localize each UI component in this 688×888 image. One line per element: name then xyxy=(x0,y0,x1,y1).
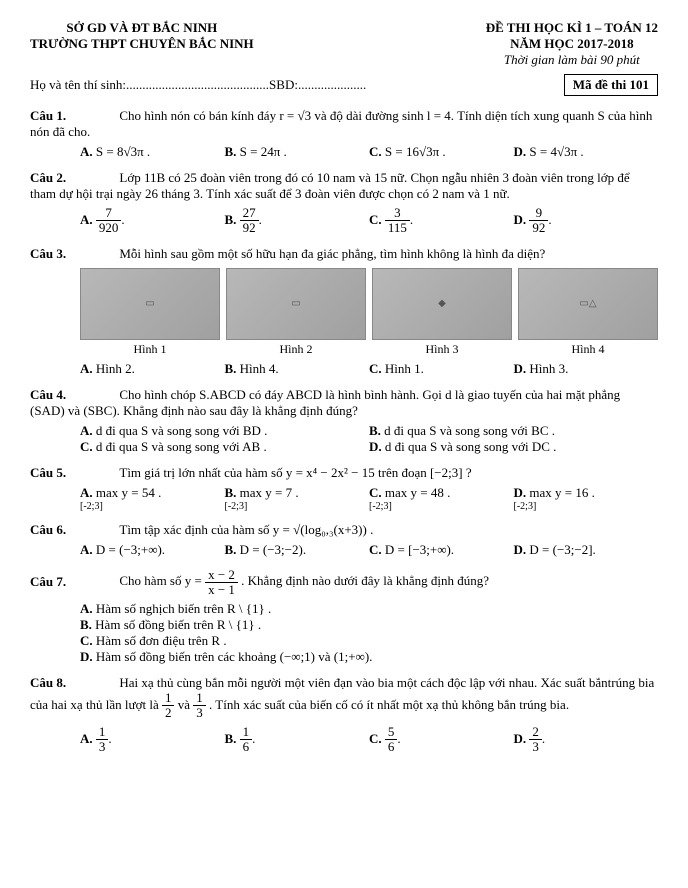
q5-text: Tìm giá trị lớn nhất của hàm số y = x⁴ −… xyxy=(119,465,471,480)
q8-label: Câu 8. xyxy=(30,675,66,690)
q3-label: Câu 3. xyxy=(30,246,66,261)
info-row: Họ và tên thí sinh:.....................… xyxy=(30,74,658,96)
q1-opt-c: C. S = 16√3π . xyxy=(369,144,514,160)
q6-opt-b: B. D = (−3;−2). xyxy=(225,542,370,558)
q7-label: Câu 7. xyxy=(30,573,66,588)
candidate-name-field: Họ và tên thí sinh:.....................… xyxy=(30,77,366,93)
q8-opt-d: D. 23. xyxy=(514,725,659,755)
q6-opt-c: C. D = [−3;+∞). xyxy=(369,542,514,558)
question-7: Câu 7. Cho hàm số y = x − 2x − 1 . Khẳng… xyxy=(30,568,658,666)
q4-label: Câu 4. xyxy=(30,387,66,402)
question-5: Câu 5. Tìm giá trị lớn nhất của hàm số y… xyxy=(30,465,658,512)
q4-opt-c: C. d đi qua S và song song với AB . xyxy=(80,439,369,455)
q5-opt-b: B. max y = 7 .[-2;3] xyxy=(225,485,370,512)
q5-opt-a: A. max y = 54 .[-2;3] xyxy=(80,485,225,512)
q2-text: Lớp 11B có 25 đoàn viên trong đó có 10 n… xyxy=(30,170,630,201)
exam-code-box: Mã đề thi 101 xyxy=(564,74,658,96)
question-1: Câu 1. Cho hình nón có bán kính đáy r = … xyxy=(30,108,658,160)
q6-opt-d: D. D = (−3;−2]. xyxy=(514,542,659,558)
q2-opt-b: B. 2792. xyxy=(225,206,370,236)
q5-label: Câu 5. xyxy=(30,465,66,480)
q2-opt-d: D. 992. xyxy=(514,206,659,236)
exam-header: SỞ GD VÀ ĐT BẮC NINH TRƯỜNG THPT CHUYÊN … xyxy=(30,20,658,68)
q7-opt-d: D. Hàm số đồng biến trên các khoảng (−∞;… xyxy=(80,649,658,665)
q7-options: A. Hàm số nghịch biến trên R \ {1} . B. … xyxy=(80,601,658,665)
q8-opt-b: B. 16. xyxy=(225,725,370,755)
q6-label: Câu 6. xyxy=(30,522,66,537)
exam-duration: Thời gian làm bài 90 phút xyxy=(486,52,658,68)
q5-opt-c: C. max y = 48 .[-2;3] xyxy=(369,485,514,512)
q3-figures: ▭Hình 1 ▭Hình 2 ◆Hình 3 ▭△Hình 4 xyxy=(80,268,658,357)
q8-opt-c: C. 56. xyxy=(369,725,514,755)
q3-options: A. Hình 2. B. Hình 4. C. Hình 1. D. Hình… xyxy=(80,361,658,377)
header-right: ĐỀ THI HỌC KÌ 1 – TOÁN 12 NĂM HỌC 2017-2… xyxy=(486,20,658,68)
q5-opt-d: D. max y = 16 .[-2;3] xyxy=(514,485,659,512)
q3-fig3: ◆Hình 3 xyxy=(372,268,512,357)
q5-options: A. max y = 54 .[-2;3] B. max y = 7 .[-2;… xyxy=(80,485,658,512)
q2-opt-a: A. 7920. xyxy=(80,206,225,236)
q6-options: A. D = (−3;+∞). B. D = (−3;−2). C. D = [… xyxy=(80,542,658,558)
q6-text: Tìm tập xác định của hàm số y = √(log₀,₃… xyxy=(119,522,373,537)
question-6: Câu 6. Tìm tập xác định của hàm số y = √… xyxy=(30,522,658,558)
q4-text: Cho hình chóp S.ABCD có đáy ABCD là hình… xyxy=(30,387,620,418)
q3-fig1: ▭Hình 1 xyxy=(80,268,220,357)
q1-opt-d: D. S = 4√3π . xyxy=(514,144,659,160)
q4-opt-a: A. d đi qua S và song song với BD . xyxy=(80,423,369,439)
q1-label: Câu 1. xyxy=(30,108,66,123)
polyhedron-icon: ◆ xyxy=(372,268,512,340)
q3-opt-a: A. Hình 2. xyxy=(80,361,225,377)
q3-opt-b: B. Hình 4. xyxy=(225,361,370,377)
q2-options: A. 7920. B. 2792. C. 3115. D. 992. xyxy=(80,206,658,236)
q1-text: Cho hình nón có bán kính đáy r = √3 và đ… xyxy=(30,108,652,139)
q7-opt-b: B. Hàm số đồng biến trên R \ {1} . xyxy=(80,617,658,633)
q3-text: Mỗi hình sau gồm một số hữu hạn đa giác … xyxy=(119,246,545,261)
exam-year: NĂM HỌC 2017-2018 xyxy=(486,36,658,52)
q7-opt-a: A. Hàm số nghịch biến trên R \ {1} . xyxy=(80,601,658,617)
q7-opt-c: C. Hàm số đơn điệu trên R . xyxy=(80,633,658,649)
q2-label: Câu 2. xyxy=(30,170,66,185)
q4-options: A. d đi qua S và song song với BD . B. d… xyxy=(80,423,658,455)
q1-opt-b: B. S = 24π . xyxy=(225,144,370,160)
q8-opt-a: A. 13. xyxy=(80,725,225,755)
question-4: Câu 4. Cho hình chóp S.ABCD có đáy ABCD … xyxy=(30,387,658,455)
polyhedron-icon: ▭ xyxy=(80,268,220,340)
polyhedron-icon: ▭△ xyxy=(518,268,658,340)
org-line1: SỞ GD VÀ ĐT BẮC NINH xyxy=(30,20,254,36)
q7-text: Cho hàm số y = x − 2x − 1 . Khẳng định n… xyxy=(119,573,489,588)
q1-opt-a: A. S = 8√3π . xyxy=(80,144,225,160)
polyhedron-icon: ▭ xyxy=(226,268,366,340)
q4-opt-d: D. d đi qua S và song song với DC . xyxy=(369,439,658,455)
q8-text: Hai xạ thủ cùng bắn mỗi người một viên đ… xyxy=(30,675,654,712)
q8-options: A. 13. B. 16. C. 56. D. 23. xyxy=(80,725,658,755)
q6-opt-a: A. D = (−3;+∞). xyxy=(80,542,225,558)
q1-options: A. S = 8√3π . B. S = 24π . C. S = 16√3π … xyxy=(80,144,658,160)
q4-opt-b: B. d đi qua S và song song với BC . xyxy=(369,423,658,439)
question-8: Câu 8. Hai xạ thủ cùng bắn mỗi người một… xyxy=(30,675,658,754)
question-3: Câu 3. Mỗi hình sau gồm một số hữu hạn đ… xyxy=(30,246,658,377)
header-left: SỞ GD VÀ ĐT BẮC NINH TRƯỜNG THPT CHUYÊN … xyxy=(30,20,254,68)
exam-title: ĐỀ THI HỌC KÌ 1 – TOÁN 12 xyxy=(486,20,658,36)
q3-fig2: ▭Hình 2 xyxy=(226,268,366,357)
q3-opt-c: C. Hình 1. xyxy=(369,361,514,377)
q2-opt-c: C. 3115. xyxy=(369,206,514,236)
question-2: Câu 2. Lớp 11B có 25 đoàn viên trong đó … xyxy=(30,170,658,236)
q3-fig4: ▭△Hình 4 xyxy=(518,268,658,357)
org-line2: TRƯỜNG THPT CHUYÊN BẮC NINH xyxy=(30,36,254,52)
q3-opt-d: D. Hình 3. xyxy=(514,361,659,377)
